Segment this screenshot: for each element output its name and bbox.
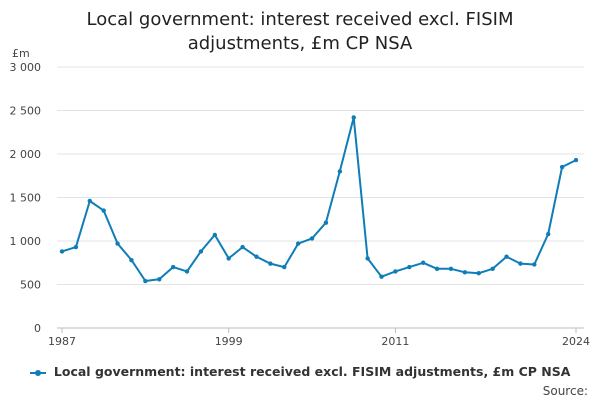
data-point[interactable] [254,254,259,259]
data-point[interactable] [184,269,190,274]
data-point[interactable] [212,232,218,238]
data-point[interactable] [129,257,134,263]
data-point[interactable] [559,164,565,170]
data-point[interactable] [268,261,273,266]
data-point[interactable] [282,264,287,270]
data-point[interactable] [462,270,468,275]
data-point[interactable] [351,115,356,120]
data-point[interactable] [295,241,301,246]
chart-title-line-2: adjustments, £m CP NSA [187,33,413,54]
data-point[interactable] [143,278,148,284]
data-point[interactable] [490,266,495,272]
x-tick-label: 1987 [48,335,76,348]
chart-title: Local government: interest received excl… [0,8,600,56]
data-point[interactable] [532,262,537,267]
data-point[interactable] [420,260,426,265]
data-point[interactable] [573,157,579,163]
x-tick-label: 2011 [381,335,409,348]
legend-label: Local government: interest received excl… [53,364,571,379]
y-tick-label: 500 [20,279,41,292]
x-axis: 1987 1999 2011 2024 [48,327,590,348]
y-tick-label: 2 500 [10,105,42,118]
chart-title-line-1: Local government: interest received excl… [86,9,514,30]
x-tick-label: 1999 [215,335,243,348]
data-point[interactable] [309,236,315,241]
data-point[interactable] [73,244,79,250]
data-point[interactable] [518,261,523,266]
data-point[interactable] [101,208,106,213]
series-group [59,115,579,284]
data-point[interactable] [323,220,329,225]
data-point[interactable] [476,270,481,276]
y-axis-ticks: 0 500 1 000 1 500 2 000 2 500 3 000 [10,61,42,335]
source-label: Source: [542,384,588,398]
data-point[interactable] [240,244,245,250]
data-point[interactable] [59,249,65,254]
y-axis-unit-label: £m [12,47,30,60]
x-tick-label: 2024 [562,335,590,348]
data-point[interactable] [87,198,92,204]
data-point[interactable] [379,274,384,279]
legend-swatch [29,369,46,376]
data-point[interactable] [365,256,370,261]
y-tick-label: 1 000 [10,235,42,248]
legend[interactable]: Local government: interest received excl… [0,364,600,379]
data-point[interactable] [337,169,343,174]
data-point[interactable] [198,249,204,254]
data-point[interactable] [407,264,412,270]
y-tick-label: 3 000 [10,61,42,74]
data-point[interactable] [504,254,509,259]
series-line [61,116,577,282]
data-point[interactable] [546,231,551,237]
gridlines [57,66,584,285]
data-point[interactable] [434,266,440,272]
data-point[interactable] [157,277,162,282]
data-point[interactable] [170,264,176,270]
data-point[interactable] [448,266,454,272]
data-point[interactable] [393,269,398,274]
data-point[interactable] [115,241,120,246]
data-point[interactable] [226,256,231,261]
y-tick-label: 1 500 [10,192,42,205]
y-tick-label: 2 000 [10,148,42,161]
y-tick-label: 0 [34,322,41,335]
